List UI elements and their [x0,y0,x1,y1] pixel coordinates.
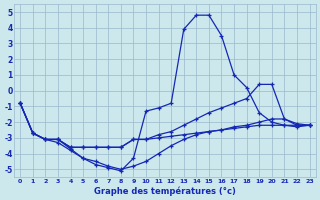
X-axis label: Graphe des températures (°c): Graphe des températures (°c) [94,186,236,196]
